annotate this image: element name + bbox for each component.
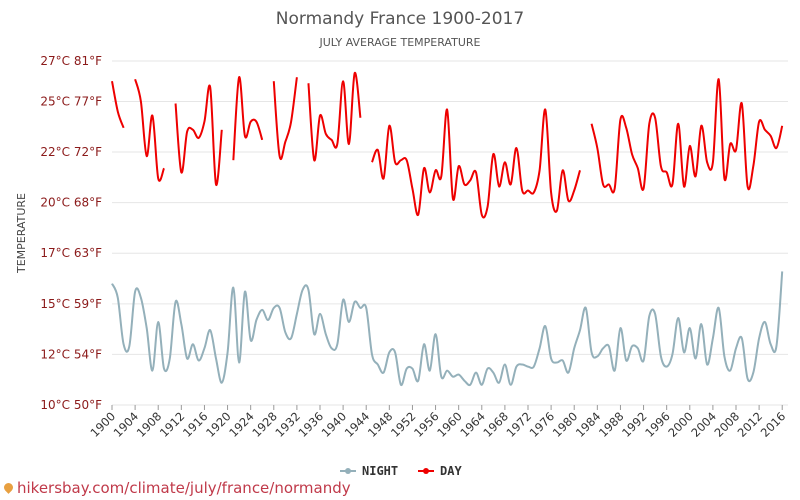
y-tick-label: 15°C 59°F	[40, 297, 102, 311]
y-axis-label: TEMPERATURE	[15, 193, 28, 274]
legend-marker	[345, 468, 351, 474]
series-line-day	[134, 78, 165, 182]
y-tick-label: 25°C 77°F	[40, 94, 102, 108]
y-tick-label: 22°C 72°F	[40, 145, 102, 159]
x-tick-label: 1920	[203, 409, 234, 440]
chart-subtitle: JULY AVERAGE TEMPERATURE	[319, 36, 481, 49]
x-tick-label: 1960	[434, 409, 465, 440]
series-line-day	[111, 81, 125, 129]
x-tick-label: 1968	[480, 409, 511, 440]
legend-label: DAY	[440, 464, 462, 478]
series-line-day	[272, 77, 298, 160]
legend-item-day[interactable]: DAY	[418, 464, 462, 478]
x-tick-label: 1940	[319, 409, 350, 440]
x-tick-label: 1916	[180, 409, 211, 440]
watermark-text[interactable]: hikersbay.com/climate/july/france/norman…	[17, 479, 351, 497]
x-tick-label: 1988	[596, 409, 627, 440]
x-tick-label: 1904	[111, 409, 142, 440]
chart-title: Normandy France 1900-2017	[276, 9, 524, 29]
x-tick-label: 1964	[457, 409, 488, 440]
x-tick-label: 1908	[134, 409, 165, 440]
x-axis: 1900190419081912191619201924192819321936…	[88, 405, 789, 440]
x-tick-label: 1984	[573, 409, 604, 440]
x-tick-label: 2004	[688, 409, 719, 440]
series-line-day	[174, 84, 223, 186]
x-tick-label: 1948	[365, 409, 396, 440]
x-tick-label: 1924	[226, 409, 257, 440]
y-tick-label: 20°C 68°F	[40, 196, 102, 210]
watermark[interactable]: hikersbay.com/climate/july/france/norman…	[2, 479, 351, 497]
x-tick-label: 1996	[642, 409, 673, 440]
series-line-night	[111, 271, 784, 387]
x-tick-label: 2016	[758, 409, 789, 440]
y-axis: 10°C 50°F 12°C 54°F 15°C 59°F 17°C 63°F 20°C…	[40, 54, 102, 412]
x-tick-label: 1992	[619, 409, 650, 440]
y-tick-label: 10°C 50°F	[40, 398, 102, 412]
series-line-day	[232, 76, 264, 161]
y-tick-label: 27°C 81°F	[40, 54, 102, 68]
legend-item-night[interactable]: NIGHT	[340, 464, 398, 478]
x-tick-label: 1972	[504, 409, 535, 440]
series-line-day	[590, 78, 784, 194]
grid	[112, 60, 788, 406]
series-line-day	[307, 72, 362, 162]
legend[interactable]: NIGHT DAY	[340, 464, 462, 478]
x-tick-label: 2000	[665, 409, 696, 440]
legend-marker	[423, 468, 429, 474]
x-tick-label: 1900	[88, 409, 119, 440]
x-tick-label: 1980	[550, 409, 581, 440]
x-tick-label: 1928	[249, 409, 280, 440]
y-tick-label: 12°C 54°F	[40, 347, 102, 361]
x-tick-label: 1936	[296, 409, 327, 440]
x-tick-label: 1912	[157, 409, 188, 440]
x-tick-label: 2012	[735, 409, 766, 440]
map-pin-icon	[2, 481, 15, 494]
x-tick-label: 2008	[712, 409, 743, 440]
x-tick-label: 1976	[527, 409, 558, 440]
x-tick-label: 1944	[342, 409, 373, 440]
series-line-day	[371, 108, 581, 219]
x-tick-label: 1932	[272, 409, 303, 440]
x-tick-label: 1956	[411, 409, 442, 440]
x-tick-label: 1952	[388, 409, 419, 440]
legend-label: NIGHT	[362, 464, 398, 478]
y-tick-label: 17°C 63°F	[40, 246, 102, 260]
series-lines	[111, 72, 784, 387]
